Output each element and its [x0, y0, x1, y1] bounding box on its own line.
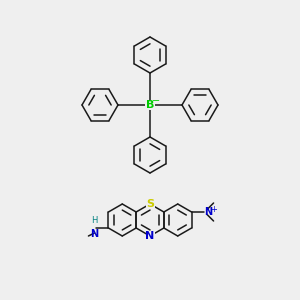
Text: +: +: [211, 205, 218, 214]
Bar: [146, 200, 154, 208]
Text: −: −: [152, 96, 160, 106]
Text: S: S: [146, 199, 154, 209]
Text: N: N: [90, 229, 98, 239]
Bar: [145, 100, 155, 110]
Text: H: H: [91, 216, 98, 225]
Text: N: N: [205, 207, 213, 217]
Text: N: N: [146, 231, 154, 241]
Bar: [146, 232, 154, 240]
Text: B: B: [146, 100, 154, 110]
